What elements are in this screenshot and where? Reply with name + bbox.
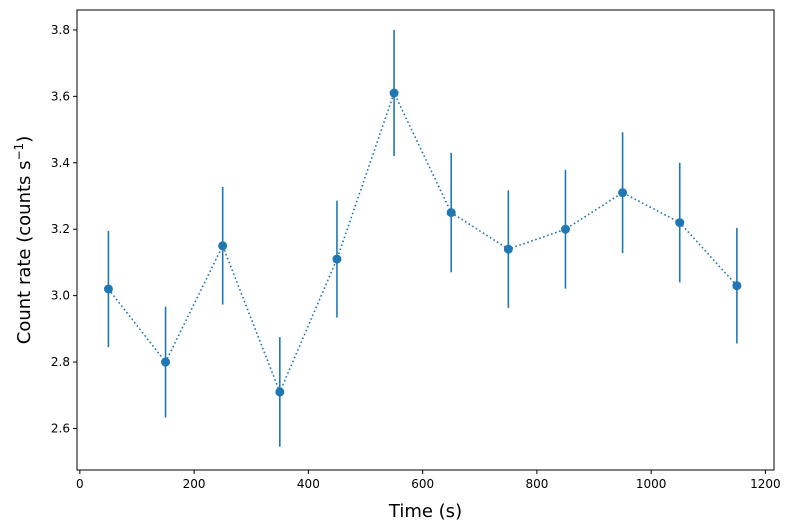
series-layer — [103, 29, 742, 447]
y-axis-label-close: ) — [14, 136, 35, 143]
x-tick-label: 400 — [297, 477, 320, 491]
y-axis-label-superscript: −1 — [12, 143, 26, 161]
plot-area — [77, 10, 774, 470]
x-tick-label: 1000 — [636, 477, 667, 491]
x-tick-label: 1200 — [750, 477, 781, 491]
series-line — [107, 90, 738, 395]
x-tick-label: 0 — [76, 477, 84, 491]
data-point — [618, 188, 628, 198]
y-axis-label: Count rate (counts s−1) — [12, 136, 35, 344]
y-tick-label: 2.6 — [51, 421, 70, 435]
data-point — [560, 224, 570, 234]
data-point — [332, 254, 342, 264]
x-tick-label: 800 — [525, 477, 548, 491]
axes-frame — [76, 9, 775, 471]
y-tick-label: 3.0 — [51, 289, 70, 303]
data-point — [218, 241, 228, 251]
data-point — [389, 88, 399, 98]
y-tick-label: 3.8 — [51, 23, 70, 37]
x-tick-label: 200 — [183, 477, 206, 491]
x-axis-label: Time (s) — [388, 501, 462, 522]
y-axis: 2.6 2.8 3.0 3.2 3.4 3.6 3.8 — [51, 23, 77, 435]
data-point — [732, 281, 742, 291]
y-tick-label: 2.8 — [51, 355, 70, 369]
data-point — [675, 218, 685, 228]
data-point — [503, 244, 513, 254]
x-tick-label: 600 — [411, 477, 434, 491]
y-tick-label: 3.2 — [51, 222, 70, 236]
x-axis: 0 200 400 600 800 1000 1200 — [76, 470, 781, 491]
y-tick-label: 3.4 — [51, 156, 70, 170]
y-axis-label-main: Count rate (counts s — [14, 160, 35, 344]
data-point — [103, 284, 113, 294]
y-tick-label: 3.6 — [51, 89, 70, 103]
data-point — [446, 208, 456, 218]
data-point — [275, 387, 285, 397]
data-point — [161, 357, 171, 367]
